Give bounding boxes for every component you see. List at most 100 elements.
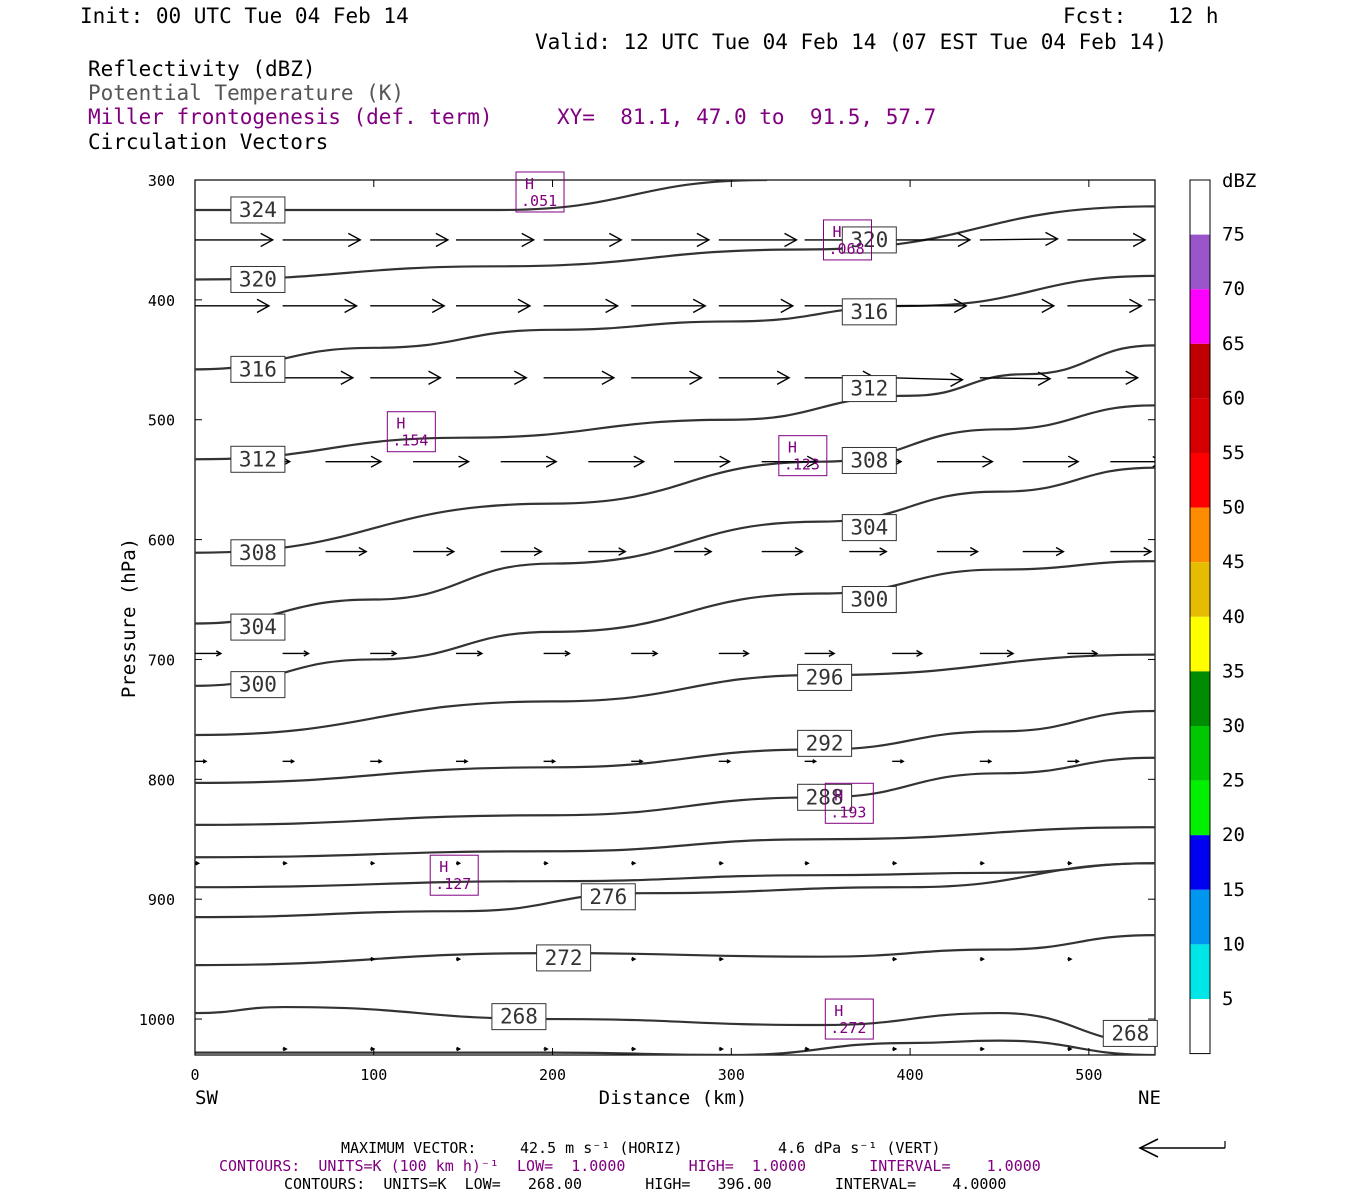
circulation-vector	[979, 956, 985, 962]
forecast-hour: 12 h	[1168, 4, 1219, 28]
circulation-vector	[1067, 759, 1080, 764]
svg-text:.123: .123	[784, 456, 820, 474]
svg-text:312: 312	[850, 377, 888, 401]
colorbar-label: 15	[1222, 879, 1245, 901]
circulation-vector	[370, 956, 376, 962]
theta-label-268: 268	[1102, 1019, 1158, 1047]
circulation-vector	[195, 650, 223, 657]
theta-contour-312	[195, 344, 1155, 461]
circulation-vector	[282, 298, 359, 314]
svg-text:.154: .154	[392, 432, 428, 450]
circulation-vector	[979, 1046, 985, 1052]
theta-contour-276	[195, 862, 1155, 919]
circulation-vector	[370, 759, 383, 764]
svg-text:.193: .193	[830, 803, 866, 821]
y-tick-label: 800	[148, 771, 175, 789]
forecast-label: Fcst:	[1063, 4, 1127, 28]
colorbar-label: 30	[1222, 715, 1245, 737]
x-tick-label: 100	[360, 1066, 387, 1084]
circulation-vector	[892, 298, 968, 314]
circulation-vector	[892, 956, 898, 962]
circulation-vector	[718, 1046, 724, 1052]
circulation-vector	[804, 649, 836, 658]
theta-contour-268	[195, 1005, 1155, 1045]
circulation-vector	[1067, 649, 1099, 658]
theta-contour-272	[195, 934, 1155, 967]
svg-text:H: H	[833, 223, 842, 241]
svg-text:288: 288	[806, 785, 844, 809]
theta-contour-316	[195, 274, 1155, 371]
circulation-vector	[413, 455, 471, 468]
fronto-contour-info: CONTOURS: UNITS=K (100 km h)⁻¹ LOW= 1.00…	[219, 1157, 1041, 1175]
theta-label-304: 304	[841, 514, 897, 542]
circulation-vector	[674, 547, 713, 556]
frontogenesis-max: H.068	[823, 219, 873, 261]
circulation-vector	[718, 649, 750, 658]
y-tick-label: 1000	[139, 1011, 175, 1029]
svg-text:268: 268	[500, 1005, 538, 1029]
circulation-vector	[979, 298, 1056, 314]
colorbar-bin	[1190, 234, 1210, 290]
circulation-vector	[195, 232, 275, 248]
circulation-vector	[456, 1046, 462, 1052]
legend-potential-temperature: Potential Temperature (K)	[88, 81, 405, 105]
circulation-vector	[631, 232, 711, 248]
circulation-vector	[892, 759, 905, 764]
circulation-vector	[892, 860, 898, 866]
circulation-vector	[631, 298, 707, 314]
svg-text:324: 324	[239, 198, 277, 222]
theta-label-316: 316	[841, 298, 897, 326]
circulation-vector	[761, 455, 819, 468]
svg-text:H: H	[396, 415, 405, 433]
x-axis-left-end: SW	[195, 1087, 218, 1109]
theta-label-304: 304	[230, 613, 286, 641]
frontogenesis-max: H.154	[386, 411, 436, 453]
colorbar-label: 20	[1222, 824, 1245, 846]
circulation-vector	[718, 759, 732, 764]
svg-text:H: H	[834, 1002, 843, 1020]
svg-text:292: 292	[806, 731, 844, 755]
theta-label-316: 316	[230, 355, 286, 383]
theta-label-276: 276	[580, 883, 636, 911]
theta-contour-288	[195, 756, 1155, 826]
colorbar-label: 45	[1222, 551, 1245, 573]
colorbar-unit: dBZ	[1222, 170, 1256, 192]
theta-label-308: 308	[841, 446, 897, 474]
theta-label-312: 312	[230, 445, 286, 473]
colorbar-bin	[1190, 507, 1210, 563]
theta-label-292: 292	[797, 729, 853, 757]
x-tick-label: 300	[718, 1066, 745, 1084]
circulation-vector	[804, 860, 810, 866]
circulation-vector	[1022, 546, 1065, 557]
circulation-vector	[282, 1046, 288, 1052]
circulation-vector	[1067, 232, 1147, 248]
frontogenesis-max: H.127	[429, 854, 479, 896]
circulation-vector	[500, 546, 543, 557]
svg-text:308: 308	[239, 541, 277, 565]
svg-text:316: 316	[239, 357, 277, 381]
legend-frontogenesis: Miller frontogenesis (def. term)	[88, 105, 493, 129]
circulation-vector	[588, 547, 627, 556]
frontogenesis-max: H.272	[824, 998, 874, 1040]
y-tick-label: 300	[148, 172, 175, 190]
cross-section-endpoints: XY= 81.1, 47.0 to 91.5, 57.7	[557, 105, 937, 129]
y-tick-label: 700	[148, 651, 175, 669]
circulation-vector	[1067, 298, 1143, 314]
svg-text:316: 316	[850, 300, 888, 324]
circulation-vector	[718, 232, 798, 248]
theta-label-288: 288	[797, 783, 853, 811]
circulation-vector	[761, 546, 804, 557]
theta-contour-unlabeled	[195, 826, 1155, 859]
svg-text:304: 304	[239, 615, 277, 639]
colorbar-bin	[1190, 726, 1210, 781]
max-vector-vert: 4.6 dPa s⁻¹ (VERT)	[778, 1139, 941, 1157]
theta-contour-unlabeled	[195, 862, 1155, 889]
circulation-vector	[892, 1046, 898, 1052]
x-tick-label: 0	[190, 1066, 199, 1084]
colorbar-label: 65	[1222, 333, 1245, 355]
circulation-vector	[631, 370, 703, 385]
svg-text:H: H	[525, 175, 534, 193]
theta-contour-296	[195, 653, 1155, 737]
x-axis-right-end: NE	[1138, 1087, 1161, 1109]
